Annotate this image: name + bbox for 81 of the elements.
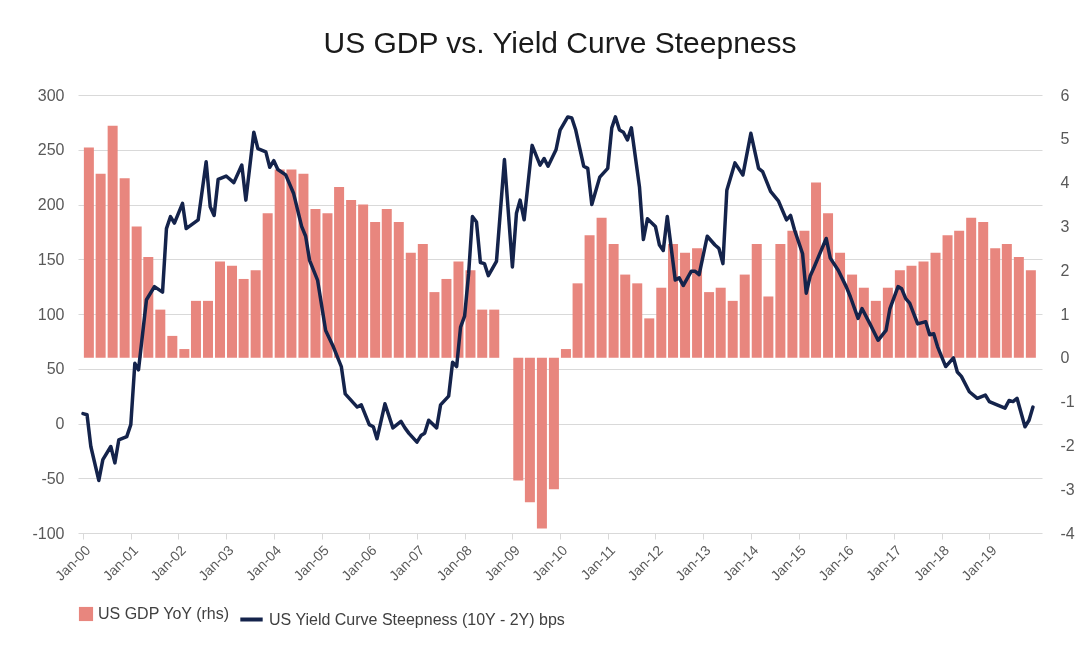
line-series <box>81 115 1035 483</box>
bar <box>978 222 989 358</box>
y2-tick-label: 3 <box>1060 217 1070 235</box>
bar <box>262 213 273 358</box>
bar <box>775 243 786 358</box>
y2-tick-label: -3 <box>1060 480 1075 498</box>
bar <box>202 300 213 358</box>
y-tick-label: -100 <box>32 524 65 542</box>
bar <box>1025 270 1036 358</box>
bar <box>680 252 691 358</box>
y2-tick-label: 6 <box>1060 86 1070 104</box>
bar <box>155 309 166 358</box>
legend-label: US Yield Curve Steepness (10Y - 2Y) bps <box>269 610 565 628</box>
bar <box>524 357 535 503</box>
bar <box>238 278 249 358</box>
y2-tick-label: 0 <box>1060 349 1070 367</box>
bar <box>322 213 333 358</box>
y-tick-label: 100 <box>37 305 65 323</box>
y-tick-label: 250 <box>37 141 65 159</box>
bar <box>835 252 846 358</box>
legend-label: US GDP YoY (rhs) <box>98 605 230 622</box>
bar <box>596 217 607 358</box>
bar <box>441 278 452 358</box>
bar <box>119 178 130 358</box>
y2-tick-label: -2 <box>1060 436 1075 454</box>
bar <box>346 200 357 358</box>
bar <box>930 252 941 358</box>
bar <box>704 292 715 358</box>
bar <box>381 208 392 358</box>
bar <box>179 349 190 358</box>
y-tick-label: -50 <box>41 469 65 487</box>
bar <box>83 147 94 358</box>
bar <box>823 213 834 358</box>
bar <box>1001 243 1012 358</box>
bar <box>536 357 547 529</box>
y2-tick-label: -1 <box>1060 393 1075 411</box>
bar <box>405 252 416 358</box>
y-tick-label: 200 <box>37 196 65 213</box>
bar <box>692 248 703 358</box>
y-tick-label: 0 <box>55 415 65 432</box>
y2-tick-label: -4 <box>1060 524 1075 542</box>
bar <box>1013 257 1024 358</box>
bar <box>560 349 571 358</box>
bar <box>739 274 750 358</box>
bar <box>358 204 369 358</box>
y2-tick-label: 2 <box>1060 261 1070 279</box>
bar <box>727 300 738 358</box>
bar <box>584 235 595 358</box>
bar <box>298 173 309 358</box>
bar <box>190 300 201 358</box>
chart-title: US GDP vs. Yield Curve Steepness <box>323 26 797 59</box>
bar <box>787 230 798 358</box>
bar <box>477 309 488 358</box>
bar <box>370 222 381 358</box>
bar <box>107 125 118 358</box>
bar <box>811 182 822 358</box>
y2-tick-label: 4 <box>1060 174 1070 192</box>
bar <box>990 248 1001 358</box>
bar <box>214 261 225 358</box>
bar <box>227 265 238 358</box>
bar <box>334 186 345 358</box>
bar <box>489 309 500 358</box>
y2-tick-label: 5 <box>1060 130 1070 148</box>
bar <box>513 357 524 481</box>
bar <box>95 173 106 358</box>
y2-tick-label: 1 <box>1060 305 1070 323</box>
bar <box>572 283 583 358</box>
bar <box>715 287 726 358</box>
y-tick-label: 50 <box>46 360 65 378</box>
bar <box>167 335 178 358</box>
bar <box>393 222 404 358</box>
bar <box>644 318 655 358</box>
bar <box>918 261 929 358</box>
y-tick-label: 150 <box>37 250 65 268</box>
bar <box>310 208 321 358</box>
bar <box>548 357 559 490</box>
bar <box>966 217 977 358</box>
bar <box>250 270 261 358</box>
y-tick-label: 300 <box>37 86 65 104</box>
bar <box>656 287 667 358</box>
bar <box>632 283 643 358</box>
